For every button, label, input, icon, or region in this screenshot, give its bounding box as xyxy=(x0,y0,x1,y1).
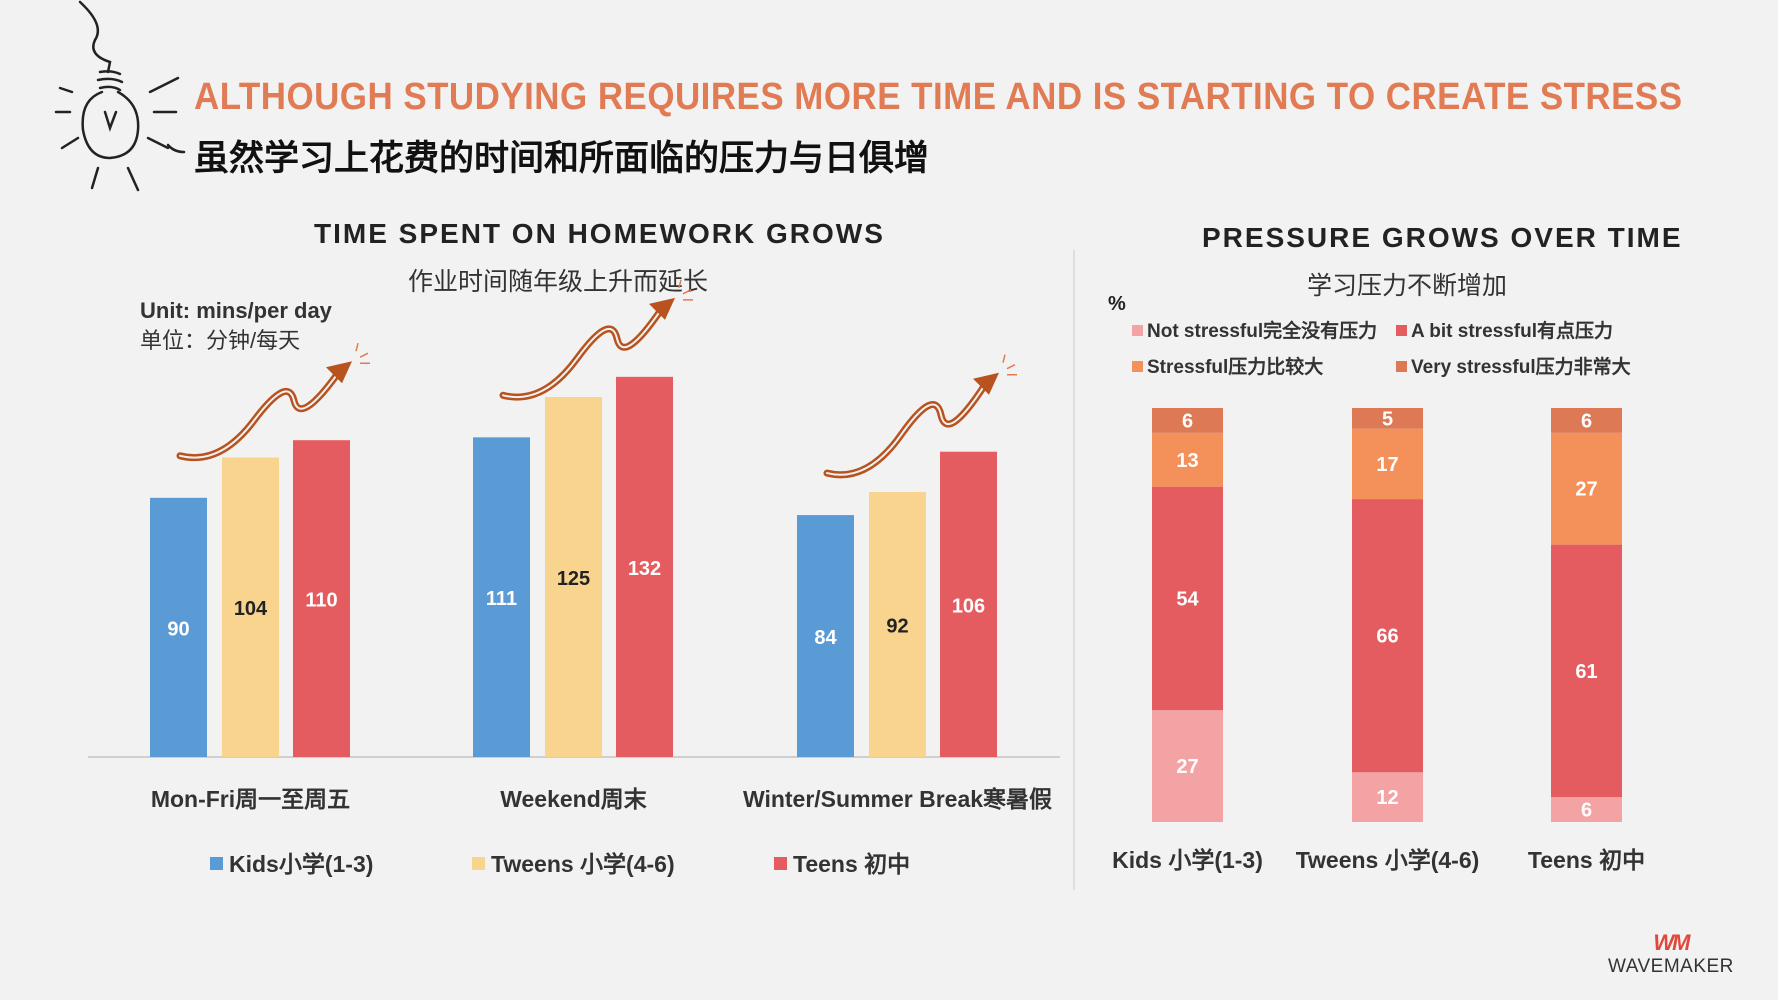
left-chart-subtitle: 作业时间随年级上升而延长 xyxy=(408,268,709,296)
pressure-segment-value: 27 xyxy=(1575,479,1597,501)
pressure-segment xyxy=(1152,408,1223,433)
growth-arrow-icon xyxy=(823,354,1017,479)
homework-bar xyxy=(545,397,602,757)
pressure-segment-value: 6 xyxy=(1182,410,1193,432)
right-chart-subtitle: 学习压力不断增加 xyxy=(1307,272,1508,300)
homework-bar xyxy=(222,457,279,757)
pressure-segment-value: 6 xyxy=(1581,410,1592,432)
homework-bar xyxy=(616,376,673,757)
lightbulb-icon xyxy=(54,0,186,192)
legend-label: Teens 初中 xyxy=(793,851,910,877)
category-label: Weekend周末 xyxy=(500,786,648,812)
pressure-category-label: Tweens 小学(4-6) xyxy=(1296,847,1480,873)
page-title-en: ALTHOUGH STUDYING REQUIRES MORE TIME AND… xyxy=(194,76,1683,118)
pressure-segment xyxy=(1551,797,1622,822)
homework-bar-value: 110 xyxy=(305,590,337,612)
pressure-legend-swatch xyxy=(1396,361,1407,372)
pressure-segment xyxy=(1352,772,1423,822)
homework-bar xyxy=(473,437,530,757)
pressure-segment-value: 54 xyxy=(1176,588,1199,610)
homework-bar xyxy=(869,492,926,757)
right-chart-title: PRESSURE GROWS OVER TIME xyxy=(1202,222,1683,253)
legend-label: Kids小学(1-3) xyxy=(229,851,373,877)
pressure-segment-value: 17 xyxy=(1376,454,1398,476)
page-title-zh: 虽然学习上花费的时间和所面临的压力与日俱增 xyxy=(194,139,930,178)
homework-bar xyxy=(940,451,997,757)
pressure-segment-value: 13 xyxy=(1176,450,1198,472)
legend-swatch xyxy=(774,857,787,870)
pressure-segment-value: 66 xyxy=(1376,626,1398,648)
homework-bar-value: 84 xyxy=(814,627,837,649)
homework-bar-value: 132 xyxy=(628,558,661,580)
legend-swatch xyxy=(472,857,485,870)
homework-bar-value: 90 xyxy=(167,618,189,640)
growth-arrow-icon xyxy=(499,279,693,401)
unit-label: Unit: mins/per day 单位：分钟/每天 xyxy=(140,296,332,356)
pressure-segment-value: 6 xyxy=(1581,800,1592,822)
pressure-category-label: Kids 小学(1-3) xyxy=(1112,847,1263,873)
pressure-segment xyxy=(1352,428,1423,500)
percent-axis-label: % xyxy=(1108,293,1126,315)
homework-bar xyxy=(293,440,350,757)
legend-label: Tweens 小学(4-6) xyxy=(491,851,675,877)
pressure-legend-swatch xyxy=(1132,325,1143,336)
pressure-segment-value: 61 xyxy=(1575,661,1597,683)
pressure-segment xyxy=(1152,710,1223,822)
wavemaker-logo: WM WAVEMAKER xyxy=(1608,930,1734,978)
pressure-segment xyxy=(1551,432,1622,545)
homework-bar-value: 111 xyxy=(486,588,517,610)
pressure-legend-label: A bit stressful有点压力 xyxy=(1411,319,1613,342)
pressure-segment-value: 12 xyxy=(1376,787,1398,809)
unit-label-zh: 单位：分钟/每天 xyxy=(140,328,301,353)
logo-mark: WM xyxy=(1653,930,1690,955)
unit-label-en: Unit: mins/per day xyxy=(140,298,332,323)
pressure-segment xyxy=(1551,544,1622,798)
homework-bar-value: 92 xyxy=(886,616,908,638)
left-chart-title: TIME SPENT ON HOMEWORK GROWS xyxy=(314,218,885,249)
pressure-legend-label: Very stressful压力非常大 xyxy=(1411,355,1631,378)
pressure-legend-label: Stressful压力比较大 xyxy=(1147,355,1323,378)
pressure-legend-label: Not stressful完全没有压力 xyxy=(1147,319,1377,342)
pressure-category-label: Teens 初中 xyxy=(1528,847,1645,873)
pressure-segment xyxy=(1352,408,1423,429)
growth-arrow-icon xyxy=(176,343,370,462)
pressure-legend-swatch xyxy=(1396,325,1407,336)
homework-bar xyxy=(797,515,854,757)
legend-swatch xyxy=(210,857,223,870)
pressure-segment-value: 5 xyxy=(1382,408,1393,430)
category-label: Winter/Summer Break寒暑假 xyxy=(743,786,1052,812)
pressure-segment xyxy=(1152,486,1223,711)
homework-bar xyxy=(150,497,207,757)
pressure-segment xyxy=(1352,499,1423,773)
homework-bar-value: 104 xyxy=(234,598,268,620)
homework-bar-value: 125 xyxy=(557,568,590,590)
homework-bar-value: 106 xyxy=(952,595,985,617)
pressure-legend-swatch xyxy=(1132,361,1143,372)
logo-wordmark: WAVEMAKER xyxy=(1608,956,1734,977)
pressure-segment xyxy=(1551,408,1622,433)
pressure-segment xyxy=(1152,432,1223,487)
pressure-segment-value: 27 xyxy=(1176,756,1198,778)
category-label: Mon-Fri周一至周五 xyxy=(151,786,350,812)
